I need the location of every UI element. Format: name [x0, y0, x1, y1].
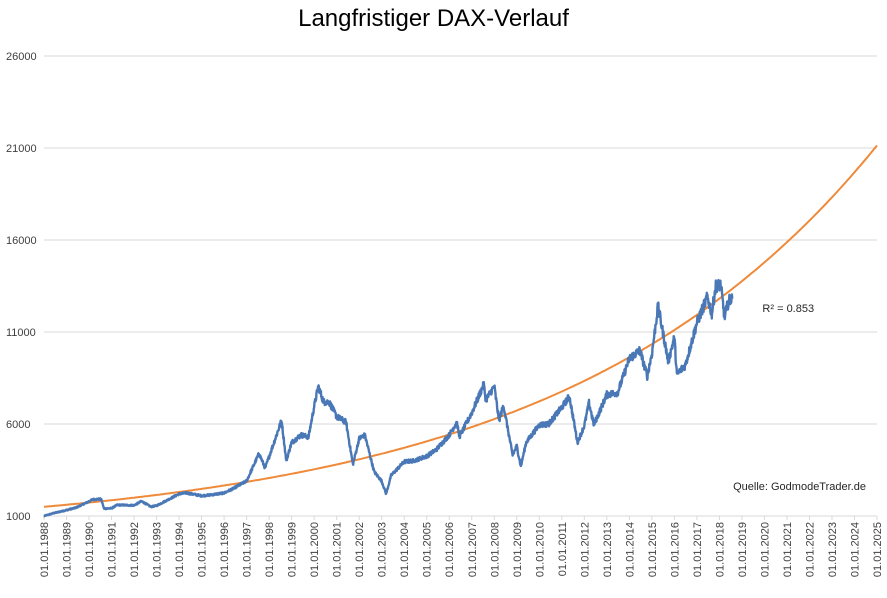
x-tick-label: 01.01.2003	[377, 522, 389, 577]
y-tick-label: 6000	[6, 419, 30, 431]
grid-lines	[44, 55, 877, 425]
x-tick-label: 01.01.1998	[264, 522, 276, 577]
source-label: Quelle: GodmodeTrader.de	[733, 481, 866, 493]
x-axis-ticks: 01.01.1988 01.01.1989 01.01.1990 01.01.1991…	[39, 516, 884, 577]
x-tick-label: 01.01.2014	[624, 522, 636, 577]
x-tick-label: 01.01.1995	[197, 522, 209, 577]
x-tick-label: 01.01.2025	[872, 522, 884, 577]
x-tick-label: 01.01.2009	[512, 522, 524, 577]
x-tick-label: 01.01.2022	[804, 522, 816, 577]
x-tick-label: 01.01.2021	[782, 522, 794, 577]
x-tick-label: 01.01.1993	[152, 522, 164, 577]
x-tick-label: 01.01.2006	[444, 522, 456, 577]
x-tick-label: 01.01.2023	[827, 522, 839, 577]
annotations: R² = 0.853 Quelle: GodmodeTrader.de	[733, 303, 866, 493]
x-tick-label: 01.01.1989	[62, 522, 74, 577]
x-tick-label: 01.01.1991	[107, 522, 119, 577]
x-tick-label: 01.01.2008	[489, 522, 501, 577]
chart-title: Langfristiger DAX-Verlauf	[298, 5, 569, 32]
dax-series	[43, 278, 734, 518]
x-tick-label: 01.01.2002	[354, 522, 366, 577]
x-tick-label: 01.01.2018	[714, 522, 726, 577]
y-tick-label: 26000	[6, 51, 37, 63]
x-tick-label: 01.01.2011	[557, 522, 569, 576]
x-tick-label: 01.01.1992	[129, 522, 141, 577]
x-tick-label: 01.01.2013	[602, 522, 614, 577]
y-tick-label: 1000	[6, 511, 30, 523]
x-tick-label: 01.01.2007	[467, 522, 479, 577]
y-tick-label: 16000	[6, 235, 37, 247]
r-squared-label: R² = 0.853	[762, 303, 814, 315]
x-tick-label: 01.01.2001	[332, 522, 344, 577]
x-tick-label: 01.01.1994	[174, 522, 186, 577]
x-tick-label: 01.01.2010	[534, 522, 546, 577]
x-tick-label: 01.01.2012	[579, 522, 591, 577]
x-tick-label: 01.01.2020	[759, 522, 771, 577]
x-tick-label: 01.01.2000	[309, 522, 321, 577]
x-tick-label: 01.01.2024	[849, 522, 861, 577]
trend-series	[43, 144, 878, 508]
x-tick-label: 01.01.1988	[39, 522, 51, 577]
x-tick-label: 01.01.2017	[692, 522, 704, 577]
y-tick-label: 11000	[6, 327, 36, 339]
y-axis-ticks: 1000 6000 11000 16000 21000 26000	[6, 51, 37, 523]
x-tick-label: 01.01.2019	[737, 522, 749, 577]
x-tick-label: 01.01.2005	[422, 522, 434, 577]
x-tick-label: 01.01.2016	[669, 522, 681, 577]
x-tick-label: 01.01.2015	[647, 522, 659, 577]
x-tick-label: 01.01.1999	[287, 522, 299, 577]
x-tick-label: 01.01.1996	[219, 522, 231, 577]
x-tick-label: 01.01.1997	[242, 522, 254, 577]
trend-line	[43, 144, 878, 508]
dax-line	[43, 278, 734, 518]
x-tick-label: 01.01.1990	[84, 522, 96, 577]
y-tick-label: 21000	[6, 143, 37, 155]
x-tick-label: 01.01.2004	[399, 522, 411, 577]
